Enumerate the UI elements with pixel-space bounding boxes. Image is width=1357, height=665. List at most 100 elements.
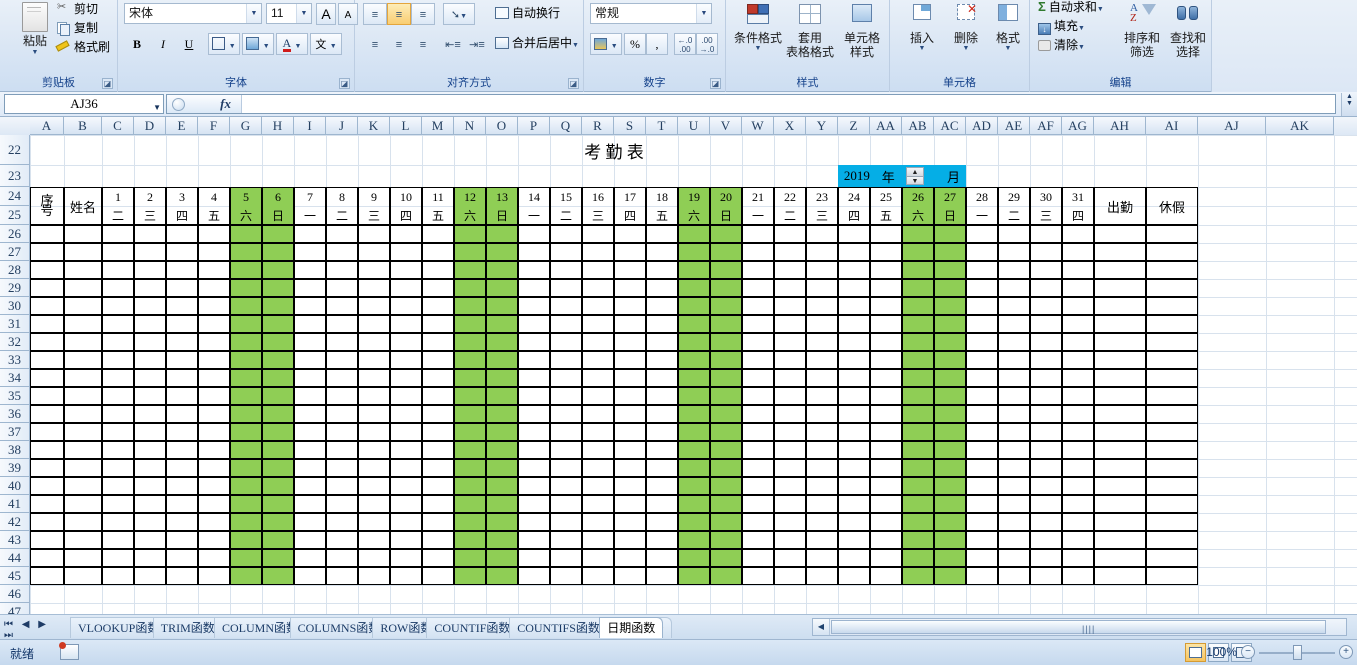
autosum-button[interactable]: Σ 自动求和▼ <box>1038 0 1104 15</box>
data-cell-N39[interactable] <box>454 459 486 477</box>
data-cell-Z29[interactable] <box>838 279 870 297</box>
data-cell-S38[interactable] <box>614 441 646 459</box>
data-cell-W36[interactable] <box>742 405 774 423</box>
data-cell-B35[interactable] <box>64 387 102 405</box>
data-cell-I36[interactable] <box>294 405 326 423</box>
data-cell-U33[interactable] <box>678 351 710 369</box>
data-cell-J27[interactable] <box>326 243 358 261</box>
data-cell-A26[interactable] <box>30 225 64 243</box>
number-dialog-launcher[interactable]: ◪ <box>710 78 721 89</box>
column-header-AK[interactable]: AK <box>1266 117 1334 135</box>
data-cell-F45[interactable] <box>198 567 230 585</box>
header-weekday-18[interactable]: 五 <box>646 206 678 225</box>
data-cell-P27[interactable] <box>518 243 550 261</box>
data-cell-P34[interactable] <box>518 369 550 387</box>
data-cell-AH31[interactable] <box>1094 315 1146 333</box>
header-weekday-5[interactable]: 六 <box>230 206 262 225</box>
header-day-8[interactable]: 8 <box>326 187 358 206</box>
data-cell-Y34[interactable] <box>806 369 838 387</box>
data-cell-AH44[interactable] <box>1094 549 1146 567</box>
data-cell-T27[interactable] <box>646 243 678 261</box>
data-cell-AF36[interactable] <box>1030 405 1062 423</box>
data-cell-K28[interactable] <box>358 261 390 279</box>
data-cell-F44[interactable] <box>198 549 230 567</box>
data-cell-O40[interactable] <box>486 477 518 495</box>
data-cell-E34[interactable] <box>166 369 198 387</box>
data-cell-U30[interactable] <box>678 297 710 315</box>
data-cell-F28[interactable] <box>198 261 230 279</box>
data-cell-S33[interactable] <box>614 351 646 369</box>
data-cell-O35[interactable] <box>486 387 518 405</box>
data-cell-H37[interactable] <box>262 423 294 441</box>
data-cell-AG37[interactable] <box>1062 423 1094 441</box>
data-cell-H45[interactable] <box>262 567 294 585</box>
data-cell-W28[interactable] <box>742 261 774 279</box>
data-cell-O43[interactable] <box>486 531 518 549</box>
data-cell-M32[interactable] <box>422 333 454 351</box>
data-cell-T40[interactable] <box>646 477 678 495</box>
header-weekday-28[interactable]: 一 <box>966 206 998 225</box>
data-cell-V44[interactable] <box>710 549 742 567</box>
column-header-D[interactable]: D <box>134 117 166 135</box>
data-cell-Q30[interactable] <box>550 297 582 315</box>
data-cell-C28[interactable] <box>102 261 134 279</box>
data-cell-K41[interactable] <box>358 495 390 513</box>
data-cell-R41[interactable] <box>582 495 614 513</box>
data-cell-AI29[interactable] <box>1146 279 1198 297</box>
data-cell-Q36[interactable] <box>550 405 582 423</box>
data-cell-N34[interactable] <box>454 369 486 387</box>
row-header-36[interactable]: 36 <box>0 405 30 423</box>
data-cell-S37[interactable] <box>614 423 646 441</box>
header-day-18[interactable]: 18 <box>646 187 678 206</box>
data-cell-V40[interactable] <box>710 477 742 495</box>
data-cell-V33[interactable] <box>710 351 742 369</box>
data-cell-AD26[interactable] <box>966 225 998 243</box>
data-cell-AA41[interactable] <box>870 495 902 513</box>
data-cell-M38[interactable] <box>422 441 454 459</box>
data-cell-B43[interactable] <box>64 531 102 549</box>
data-cell-G36[interactable] <box>230 405 262 423</box>
data-cell-N43[interactable] <box>454 531 486 549</box>
data-cell-AA33[interactable] <box>870 351 902 369</box>
data-cell-E31[interactable] <box>166 315 198 333</box>
data-cell-F36[interactable] <box>198 405 230 423</box>
data-cell-I37[interactable] <box>294 423 326 441</box>
data-cell-AE39[interactable] <box>998 459 1030 477</box>
cells-area[interactable]: 考 勤 表2019年1月▲▼序号姓名1二2三3四4五5六6日7一8二9三10四1… <box>30 135 1357 614</box>
data-cell-R30[interactable] <box>582 297 614 315</box>
data-cell-AH35[interactable] <box>1094 387 1146 405</box>
data-cell-D33[interactable] <box>134 351 166 369</box>
data-cell-AD30[interactable] <box>966 297 998 315</box>
column-header-W[interactable]: W <box>742 117 774 135</box>
header-weekday-9[interactable]: 三 <box>358 206 390 225</box>
header-weekday-15[interactable]: 二 <box>550 206 582 225</box>
increase-indent-button[interactable]: ⇥≡ <box>465 33 489 55</box>
data-cell-U36[interactable] <box>678 405 710 423</box>
data-cell-O34[interactable] <box>486 369 518 387</box>
data-cell-J32[interactable] <box>326 333 358 351</box>
data-cell-A43[interactable] <box>30 531 64 549</box>
data-cell-O28[interactable] <box>486 261 518 279</box>
data-cell-R26[interactable] <box>582 225 614 243</box>
data-cell-AF32[interactable] <box>1030 333 1062 351</box>
font-name-combo[interactable]: 宋体 ▼ <box>124 3 262 24</box>
data-cell-A32[interactable] <box>30 333 64 351</box>
data-cell-AI27[interactable] <box>1146 243 1198 261</box>
phonetic-guide-button[interactable]: 文 ▼ <box>310 33 342 55</box>
data-cell-N41[interactable] <box>454 495 486 513</box>
percent-button[interactable]: % <box>624 33 646 55</box>
data-cell-AA44[interactable] <box>870 549 902 567</box>
data-cell-B27[interactable] <box>64 243 102 261</box>
data-cell-AG28[interactable] <box>1062 261 1094 279</box>
data-cell-Z41[interactable] <box>838 495 870 513</box>
data-cell-F43[interactable] <box>198 531 230 549</box>
data-cell-AH42[interactable] <box>1094 513 1146 531</box>
data-cell-AF42[interactable] <box>1030 513 1062 531</box>
data-cell-F26[interactable] <box>198 225 230 243</box>
data-cell-W38[interactable] <box>742 441 774 459</box>
data-cell-AD45[interactable] <box>966 567 998 585</box>
data-cell-G39[interactable] <box>230 459 262 477</box>
data-cell-X32[interactable] <box>774 333 806 351</box>
borders-caret[interactable]: ▼ <box>228 43 236 50</box>
data-cell-AA26[interactable] <box>870 225 902 243</box>
